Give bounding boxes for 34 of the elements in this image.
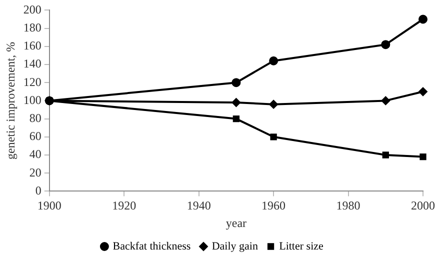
y-tick-label: 200 <box>23 2 42 16</box>
y-tick-label: 0 <box>35 183 42 198</box>
point <box>269 56 278 66</box>
y-tick-label: 180 <box>23 20 42 34</box>
y-tick-label: 20 <box>29 165 42 180</box>
y-tick-label: 80 <box>29 110 42 125</box>
y-tick-label: 160 <box>23 38 42 53</box>
y-tick-label: 140 <box>23 56 42 71</box>
point <box>269 100 278 109</box>
point <box>232 98 241 108</box>
x-tick-label: 2000 <box>411 198 435 213</box>
y-tick-label: 120 <box>23 74 42 89</box>
point <box>420 153 426 160</box>
x-tick-label: 1980 <box>336 198 360 213</box>
point <box>418 14 428 24</box>
x-tick-label: 1960 <box>262 198 286 213</box>
y-tick-label: 60 <box>29 129 42 144</box>
legend-label: Daily gain <box>212 240 258 252</box>
point <box>232 78 241 88</box>
point <box>381 96 390 106</box>
point <box>232 115 240 122</box>
x-tick-label: 1940 <box>186 198 211 213</box>
legend-label: Litter size <box>279 240 324 252</box>
y-axis-title: genetic improvement, % <box>3 42 18 160</box>
point <box>382 152 389 158</box>
y-tick-label: 100 <box>23 92 42 107</box>
point <box>418 87 428 96</box>
point <box>270 134 277 140</box>
legend-label: Backfat thickness <box>112 240 191 252</box>
y-tick-label: 40 <box>29 147 42 162</box>
x-tick-label: 1900 <box>37 198 62 213</box>
x-tick-label: 1920 <box>112 198 136 213</box>
x-axis-title: year <box>226 216 247 230</box>
point <box>381 40 390 50</box>
